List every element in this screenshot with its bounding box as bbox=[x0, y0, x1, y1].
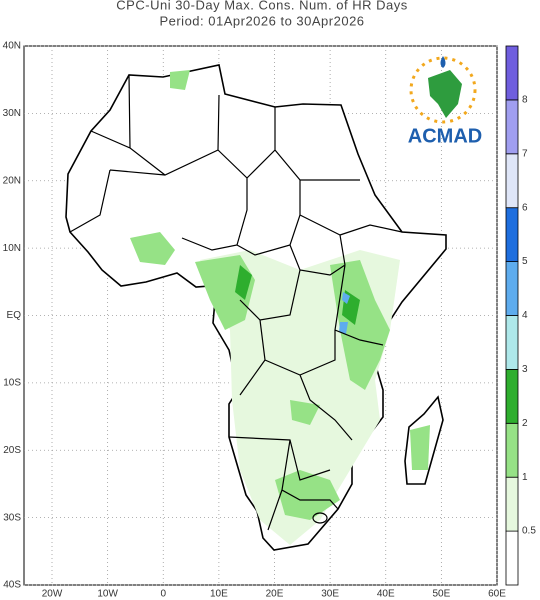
colorbar-label: 5 bbox=[522, 256, 528, 267]
borders bbox=[69, 74, 403, 531]
lon-label: 40E bbox=[377, 589, 395, 600]
lat-label: 20S bbox=[3, 445, 21, 456]
lat-label: 20N bbox=[3, 175, 21, 186]
colorbar-label: 0.5 bbox=[522, 526, 536, 537]
colorbar-label: 1 bbox=[522, 472, 528, 483]
lat-label: 10S bbox=[3, 378, 21, 389]
colorbar-segment bbox=[505, 45, 519, 101]
lon-label: 20W bbox=[42, 589, 63, 600]
logo-drop bbox=[440, 56, 446, 68]
lon-label: 60E bbox=[488, 589, 506, 600]
lat-label: 40N bbox=[3, 41, 21, 52]
colorbar-segment bbox=[505, 207, 519, 262]
logo-africa bbox=[428, 70, 462, 118]
colorbar-segment bbox=[505, 153, 519, 209]
colorbar-segment bbox=[505, 99, 519, 155]
colorbar-label: 4 bbox=[522, 310, 528, 321]
africa bbox=[65, 64, 447, 551]
lon-label: 30E bbox=[321, 589, 339, 600]
colorbar-segment bbox=[505, 476, 519, 532]
lon-label: 50E bbox=[432, 589, 450, 600]
lesotho bbox=[312, 512, 328, 524]
logo-ring bbox=[409, 56, 477, 124]
colorbar-segment bbox=[505, 315, 519, 370]
colorbar-segment bbox=[505, 422, 519, 478]
colorbar-label: 8 bbox=[522, 95, 528, 106]
lat-label: EQ bbox=[7, 310, 22, 321]
axis-labels: 40N 30N 20N 10N EQ 10S 20S 30S 40S 20W 10W 0 10E 20E 3… bbox=[3, 41, 507, 600]
colorbar-label: 2 bbox=[522, 418, 528, 429]
colorbar-label: 7 bbox=[522, 148, 528, 159]
subtitle: Period: 01Apr2026 to 30Apr2026 bbox=[159, 13, 364, 28]
title: CPC-Uni 30-Day Max. Cons. Num. of HR Day… bbox=[116, 0, 407, 12]
lat-label: 40S bbox=[3, 580, 21, 591]
rain-areas bbox=[130, 70, 430, 545]
logo: ACMAD bbox=[408, 56, 482, 147]
colorbar: 0.5 1 2 3 4 5 6 7 8 bbox=[505, 45, 536, 586]
lat-label: 30N bbox=[3, 108, 21, 119]
colorbar-segment bbox=[505, 530, 519, 586]
lat-label: 30S bbox=[3, 512, 21, 523]
colorbar-label: 3 bbox=[522, 364, 528, 375]
lat-label: 10N bbox=[3, 243, 21, 254]
logo-text: ACMAD bbox=[408, 125, 482, 147]
colorbar-label: 6 bbox=[522, 202, 528, 213]
lon-label: 10E bbox=[210, 589, 228, 600]
lon-label: 0 bbox=[160, 589, 166, 600]
lon-label: 20E bbox=[266, 589, 284, 600]
lon-label: 10W bbox=[97, 589, 118, 600]
colorbar-segment bbox=[505, 368, 519, 424]
colorbar-segment bbox=[505, 261, 519, 316]
